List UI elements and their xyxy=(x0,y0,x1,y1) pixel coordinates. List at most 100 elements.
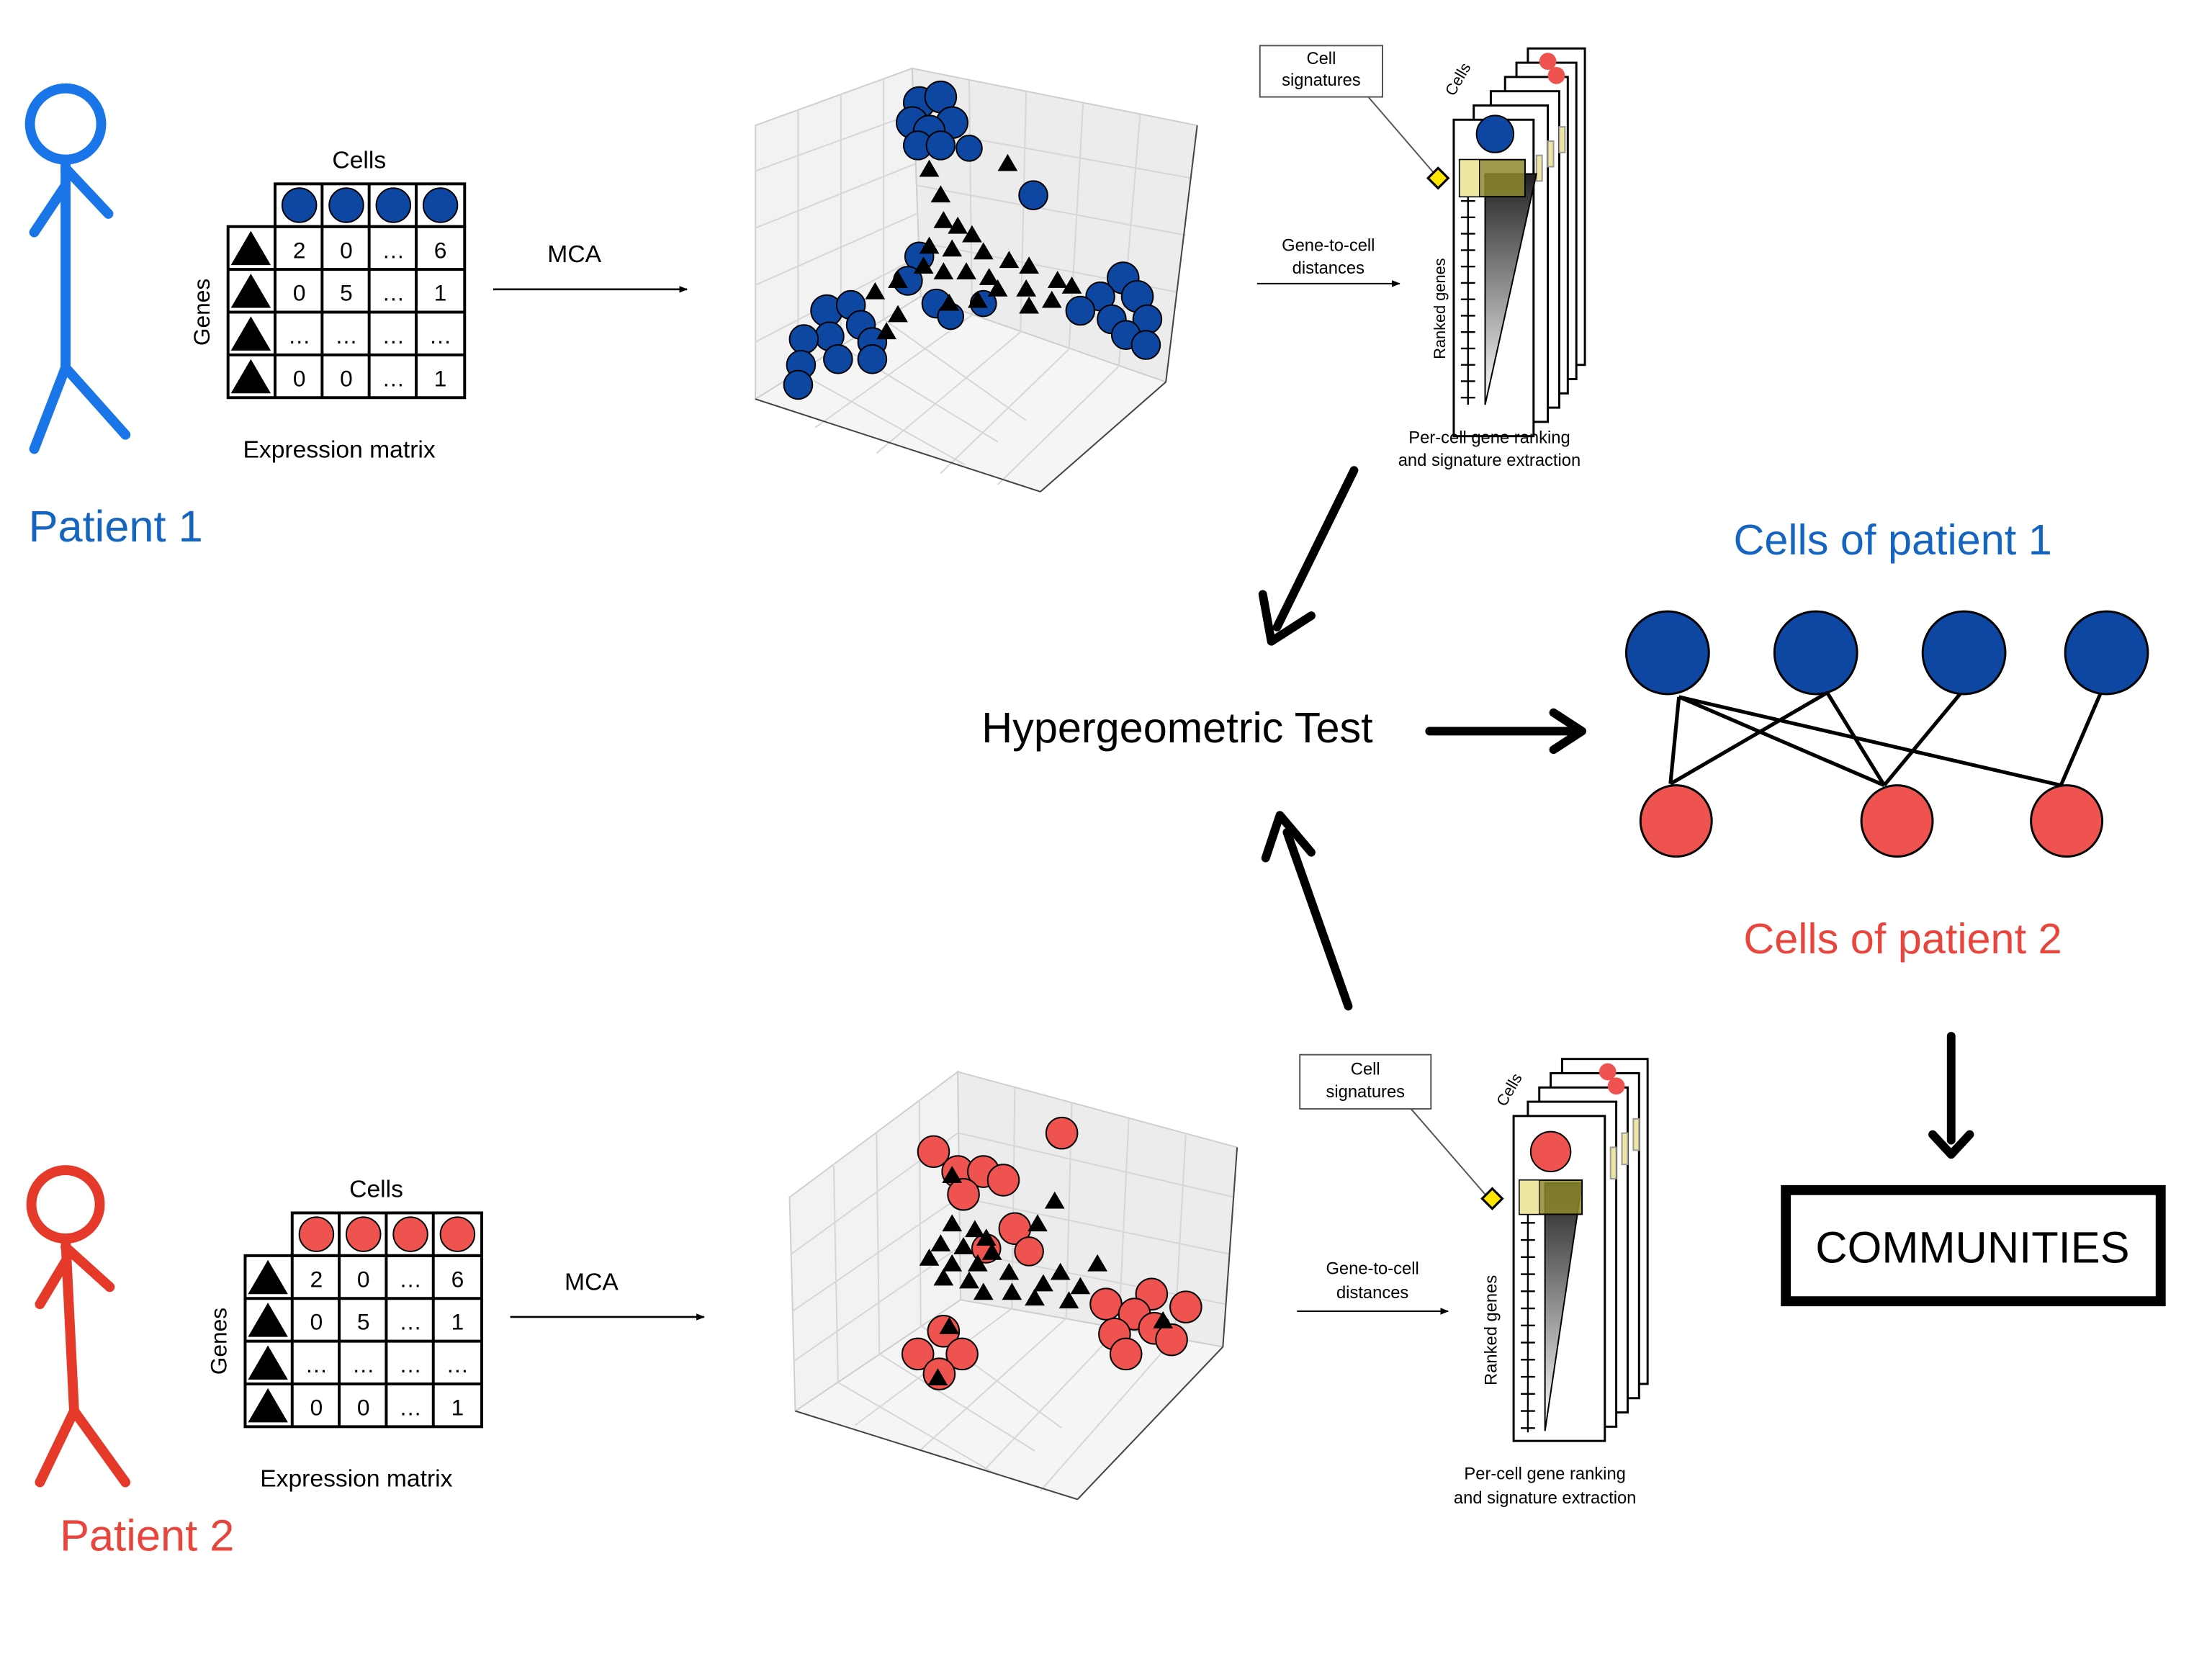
gene-point xyxy=(1058,1291,1079,1309)
matrix-cell: … xyxy=(382,237,405,263)
gene-point xyxy=(999,1262,1020,1280)
matrix-header-cells xyxy=(274,182,467,228)
patient2-cell-node xyxy=(2030,784,2104,858)
cell-point xyxy=(917,1135,950,1169)
gene-point xyxy=(919,1248,940,1266)
patient2-cell-node xyxy=(1860,784,1934,858)
arrowhead xyxy=(1258,590,1316,646)
gene-point xyxy=(965,1220,985,1238)
cell-point xyxy=(1089,1287,1123,1321)
gene-point xyxy=(979,268,999,285)
arrowhead xyxy=(1549,708,1587,755)
cell-point xyxy=(956,135,983,162)
matrix-caption: Expression matrix xyxy=(260,1465,452,1492)
communities-label: COMMUNITIES xyxy=(1815,1223,2129,1273)
network-edge xyxy=(1678,695,2062,788)
matrix-grid xyxy=(226,184,467,400)
gene-point xyxy=(1061,276,1082,294)
matrix-cell: … xyxy=(446,1352,469,1377)
signature-diamond xyxy=(1426,166,1450,190)
matrix-cell: 2 xyxy=(310,1266,323,1292)
cell-point xyxy=(901,1337,935,1371)
header-cell-dot xyxy=(298,1216,335,1252)
gene-point xyxy=(919,236,940,254)
matrix-cell: … xyxy=(399,1352,422,1377)
matrix-gene-markers xyxy=(248,1259,288,1423)
matrix-cell: … xyxy=(399,1266,422,1292)
gene-point xyxy=(876,322,897,340)
gene-point xyxy=(956,262,976,279)
gene-point xyxy=(962,225,982,243)
patient1-mca-3d-plot xyxy=(753,67,1198,493)
cell-point xyxy=(925,130,956,161)
gene-point xyxy=(942,1254,963,1272)
network-bottom-label: Cells of patient 2 xyxy=(1743,914,2062,963)
signatures-callout-label: Cell xyxy=(1351,1059,1380,1079)
matrix-cell: 0 xyxy=(340,365,353,391)
gene-point xyxy=(919,159,940,177)
patient2-figure: Patient 2 xyxy=(26,1165,234,1561)
signatures-callout-label: signatures xyxy=(1282,71,1361,90)
gene-point xyxy=(1028,1214,1048,1232)
matrix-cell: … xyxy=(335,323,358,349)
ranked-genes-label: Ranked genes xyxy=(1481,1275,1501,1385)
signatures-callout-box xyxy=(1299,1053,1432,1110)
rank-axis xyxy=(1521,1182,1583,1433)
card-peek-marks xyxy=(1599,1063,1625,1095)
gene-point xyxy=(888,305,908,323)
matrix-cell: … xyxy=(288,323,311,349)
patient2-signatures: Cell signatures Cells Ranked genes xyxy=(1299,1053,1649,1508)
signature-highlight-inner xyxy=(1519,1179,1540,1215)
network-edge xyxy=(1669,691,1828,786)
cell-point xyxy=(1014,1236,1044,1267)
stack-cells-label: Cells xyxy=(1493,1070,1526,1109)
gene-point xyxy=(1041,290,1062,308)
communities-box xyxy=(1781,1184,2166,1307)
matrix-cell: 0 xyxy=(357,1266,370,1292)
cell-point xyxy=(1169,1290,1202,1323)
gene-point xyxy=(930,1234,951,1251)
network-top-label: Cells of patient 1 xyxy=(1733,516,2051,564)
matrix-cell: 5 xyxy=(357,1309,370,1335)
distances-label: distances xyxy=(1336,1283,1408,1303)
gene-point xyxy=(927,1368,948,1385)
gene-point xyxy=(1002,1282,1022,1300)
gene-point xyxy=(1044,1191,1065,1209)
matrix-cell: … xyxy=(429,323,452,349)
card-peek-marks xyxy=(1539,53,1565,84)
header-cell-dot xyxy=(375,187,412,223)
ranked-genes-label: Ranked genes xyxy=(1431,258,1449,359)
arrow-from-patient2 xyxy=(1282,828,1353,1011)
matrix-cells-label: Cells xyxy=(332,148,386,174)
gene-point xyxy=(1070,1277,1091,1295)
signatures-caption: Per-cell gene ranking xyxy=(1464,1465,1625,1484)
signature-diamond xyxy=(1480,1187,1504,1210)
gene-point xyxy=(1033,1274,1053,1292)
signature-highlight-inner xyxy=(1459,159,1480,197)
gene-point xyxy=(1050,1262,1071,1280)
bipartite-network: Cells of patient 1 Cells of patient 2 xyxy=(1624,516,2149,963)
cell-point xyxy=(857,344,888,374)
matrix-grid xyxy=(243,1213,484,1429)
matrix-cell: 0 xyxy=(293,365,306,391)
patient1-cell-node xyxy=(1624,610,1710,696)
matrix-caption: Expression matrix xyxy=(243,436,435,463)
flow-arrows xyxy=(1258,466,1974,1159)
cell-point xyxy=(1155,1323,1188,1357)
gene-point xyxy=(942,1214,963,1232)
gene-point xyxy=(942,1166,963,1183)
communities-result: COMMUNITIES xyxy=(1781,1184,2166,1307)
cell-point xyxy=(1109,1337,1143,1371)
plot-ticks xyxy=(755,125,1198,493)
patient1-mca-step: MCA xyxy=(493,241,688,293)
network-edge xyxy=(1882,691,1963,787)
gene-point xyxy=(942,239,963,257)
gene-point xyxy=(981,1243,1002,1260)
distances-label: distances xyxy=(1292,258,1364,278)
gene-point xyxy=(976,1228,997,1246)
patient1-distance-step: Gene-to-cell distances xyxy=(1256,235,1401,287)
patient2-mca-3d-plot xyxy=(788,1070,1238,1501)
cell-point xyxy=(947,1177,980,1211)
cell-point xyxy=(986,1164,1020,1197)
network-edges xyxy=(1668,691,2103,788)
